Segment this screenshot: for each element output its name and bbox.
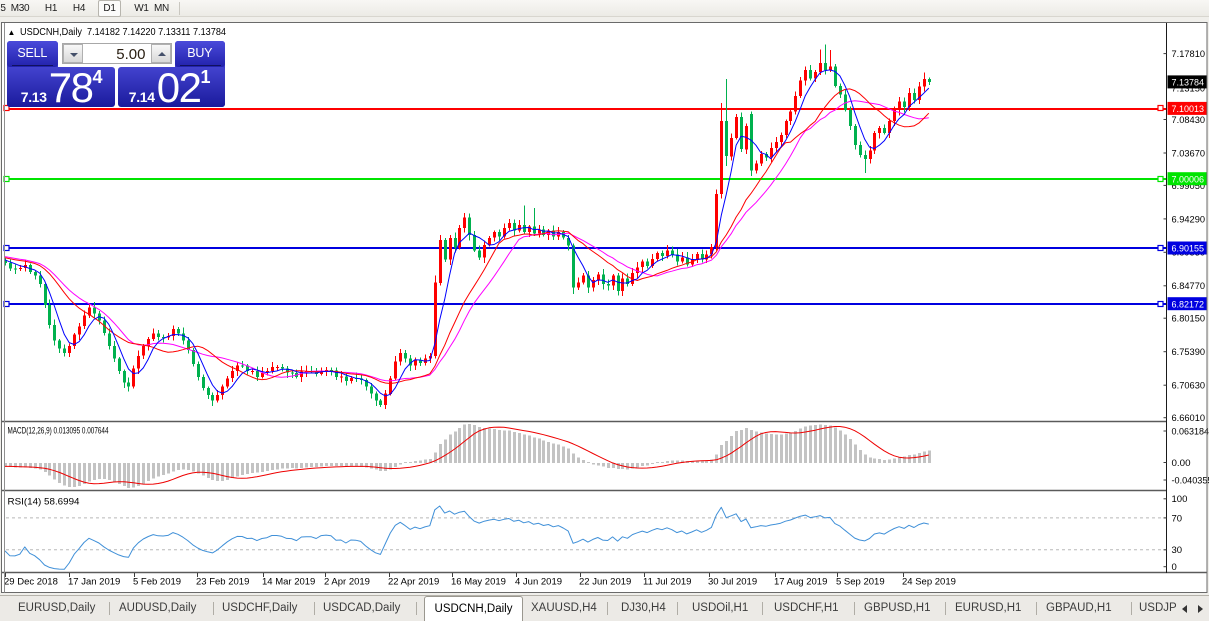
svg-text:4 Jun 2019: 4 Jun 2019 — [515, 577, 562, 588]
svg-text:6.99050: 6.99050 — [1172, 181, 1206, 192]
svg-text:17 Aug 2019: 17 Aug 2019 — [774, 577, 827, 588]
svg-text:30: 30 — [1172, 545, 1183, 556]
svg-text:7.03670: 7.03670 — [1172, 148, 1206, 159]
svg-text:7.13150: 7.13150 — [1172, 84, 1206, 95]
svg-text:▲: ▲ — [8, 28, 16, 37]
svg-text:6.66010: 6.66010 — [1172, 413, 1206, 424]
svg-text:0.063184: 0.063184 — [1172, 426, 1209, 437]
svg-text:22 Jun 2019: 22 Jun 2019 — [579, 577, 631, 588]
svg-text:2 Apr 2019: 2 Apr 2019 — [324, 577, 370, 588]
svg-text:7.13784: 7.13784 — [1172, 78, 1205, 89]
svg-text:6.82172: 6.82172 — [1172, 299, 1205, 310]
svg-text:6.84770: 6.84770 — [1172, 281, 1206, 292]
svg-text:11 Jul 2019: 11 Jul 2019 — [643, 577, 691, 588]
svg-text:5 Feb 2019: 5 Feb 2019 — [133, 577, 181, 588]
svg-text:0.00: 0.00 — [1172, 458, 1191, 469]
svg-text:29 Dec 2018: 29 Dec 2018 — [4, 577, 58, 588]
svg-text:MACD(12,26,9) 0.013095 0.00764: MACD(12,26,9) 0.013095 0.007644 — [8, 426, 109, 437]
svg-text:6.90155: 6.90155 — [1172, 244, 1205, 255]
svg-text:6.75390: 6.75390 — [1172, 347, 1206, 358]
svg-text:6.70630: 6.70630 — [1172, 381, 1206, 392]
svg-text:7.17810: 7.17810 — [1172, 49, 1206, 60]
svg-text:16 May 2019: 16 May 2019 — [451, 577, 506, 588]
svg-text:24 Sep 2019: 24 Sep 2019 — [902, 577, 956, 588]
svg-text:23 Feb 2019: 23 Feb 2019 — [196, 577, 249, 588]
svg-text:70: 70 — [1172, 513, 1183, 524]
svg-text:7.00006: 7.00006 — [1172, 174, 1205, 185]
svg-text:7.08430: 7.08430 — [1172, 115, 1206, 126]
svg-text:6.80150: 6.80150 — [1172, 314, 1206, 325]
svg-text:100: 100 — [1172, 494, 1188, 505]
svg-text:7.10013: 7.10013 — [1172, 104, 1205, 115]
svg-text:0: 0 — [1172, 562, 1177, 573]
svg-text:-0.040355: -0.040355 — [1172, 475, 1209, 486]
svg-text:17 Jan 2019: 17 Jan 2019 — [68, 577, 120, 588]
svg-text:30 Jul 2019: 30 Jul 2019 — [708, 577, 757, 588]
svg-text:RSI(14) 58.6994: RSI(14) 58.6994 — [8, 497, 80, 508]
svg-text:USDCNH,Daily 7.14182 7.14220: USDCNH,Daily 7.14182 7.14220 7.13311 7.1… — [20, 27, 226, 38]
svg-text:6.94290: 6.94290 — [1172, 214, 1206, 225]
svg-text:14 Mar 2019: 14 Mar 2019 — [262, 577, 315, 588]
svg-text:5 Sep 2019: 5 Sep 2019 — [836, 577, 885, 588]
svg-text:22 Apr 2019: 22 Apr 2019 — [388, 577, 439, 588]
